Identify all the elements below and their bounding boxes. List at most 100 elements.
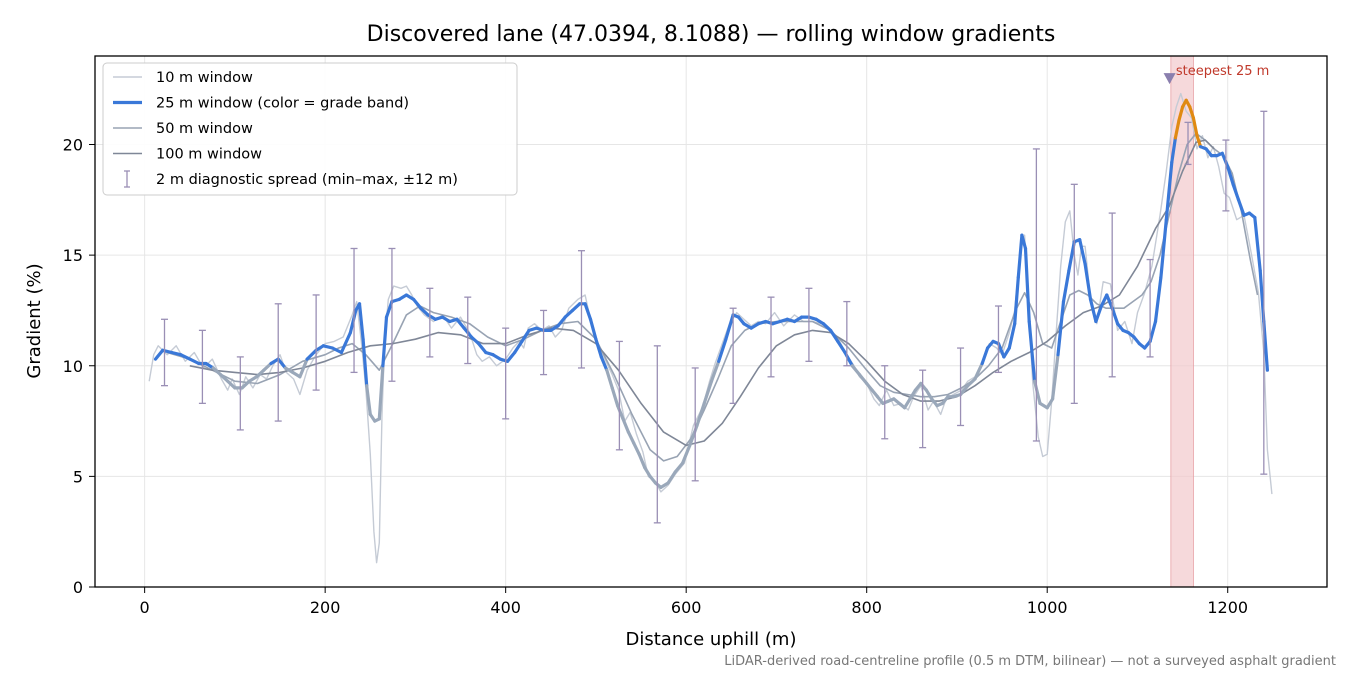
legend-entry-err: 2 m diagnostic spread (min–max, ±12 m) <box>124 170 458 188</box>
errorbar <box>881 365 889 440</box>
errorbar <box>805 287 813 362</box>
series-segment-w25 <box>966 377 977 388</box>
series-segment-w25 <box>1094 304 1104 324</box>
series-segment-w25 <box>556 315 567 328</box>
footnote: LiDAR-derived road-centreline profile (0… <box>724 654 1336 669</box>
errorbar <box>1146 258 1154 358</box>
series-segment-w25 <box>339 331 352 355</box>
series-segment-w25 <box>1050 353 1060 401</box>
series-segment-w25 <box>588 317 598 341</box>
series-segment-w25 <box>1013 275 1020 326</box>
series-segment-w25 <box>680 443 692 465</box>
series-segment-w25 <box>1002 346 1011 359</box>
series-segment-w25 <box>821 322 833 332</box>
series-segment-w25 <box>1088 297 1098 324</box>
series-segment-w25 <box>1078 238 1087 266</box>
series-segment-w25 <box>1148 319 1158 343</box>
series-segment-w25 <box>384 300 394 319</box>
x-tick-label: 400 <box>490 598 521 617</box>
errorbar <box>767 296 775 378</box>
series-segment-w25 <box>599 355 609 372</box>
y-axis-label: Gradient (%) <box>24 263 45 378</box>
series-segment-w25 <box>902 397 912 410</box>
series-segment-w25 <box>643 465 652 478</box>
series-segment-w25 <box>1056 300 1066 357</box>
y-tick-label: 10 <box>63 357 83 376</box>
series-segment-w25 <box>1061 269 1071 304</box>
legend-entry-w50: 50 m window <box>113 121 253 137</box>
series-segment-w25 <box>1027 319 1037 383</box>
series-segment-w25 <box>377 364 385 421</box>
series-segment-w25 <box>1023 246 1031 324</box>
series-segment-w25 <box>505 350 517 363</box>
series-segment-w25 <box>594 337 603 359</box>
errorbar <box>729 307 737 405</box>
series-segment-w25 <box>381 315 389 368</box>
series-segment-w25 <box>153 348 165 361</box>
series-segment-w25 <box>1236 198 1246 217</box>
legend-entry-w25: 25 m window (color = grade band) <box>113 96 409 112</box>
series-segment-w25 <box>1177 105 1185 122</box>
series-segment-w25 <box>666 470 677 485</box>
legend-label: 25 m window (color = grade band) <box>156 96 409 112</box>
series-segment-w25 <box>695 401 706 428</box>
errorbar <box>615 340 623 451</box>
legend: 10 m window 25 m window (color = grade ba… <box>102 62 518 196</box>
series-segment-w25 <box>850 364 862 377</box>
errorbar <box>350 247 358 374</box>
series-segment-w25 <box>1226 165 1235 186</box>
errorbar <box>1222 139 1230 212</box>
series-segment-w25 <box>1153 275 1163 324</box>
steepest-label: steepest 25 m <box>1176 64 1269 79</box>
series-segment-w25 <box>702 379 714 405</box>
series-segment-w25 <box>1195 134 1203 149</box>
x-tick-label: 0 <box>140 598 150 617</box>
series-segment-w25 <box>1083 262 1093 301</box>
error-bars <box>160 110 1268 524</box>
errorbar <box>502 327 510 420</box>
x-tick-label: 800 <box>851 598 882 617</box>
series-segment-w25 <box>1159 218 1168 279</box>
series-segment-w25 <box>996 342 1006 359</box>
legend-box <box>102 62 518 196</box>
series-segment-w25 <box>709 359 721 383</box>
series-segment-w25 <box>980 346 990 366</box>
errorbar <box>1032 148 1040 442</box>
legend-entry-w10: 10 m window <box>113 70 253 86</box>
series-segment-w25 <box>1045 397 1055 410</box>
series-segment-w25 <box>828 328 840 343</box>
series-segment-w25 <box>1032 379 1042 405</box>
series-segment-w25 <box>1007 322 1017 350</box>
series-segment-w25 <box>361 337 369 388</box>
steepest-marker-icon <box>1163 73 1176 85</box>
series-segment-w25 <box>924 388 934 401</box>
series-segment-w25 <box>610 386 620 408</box>
series-segment-w25 <box>1191 116 1199 138</box>
series-segment-w25 <box>1173 118 1181 140</box>
x-tick-label: 200 <box>310 598 341 617</box>
series-segment-w25 <box>626 430 636 445</box>
series-segment-w25 <box>1110 306 1120 326</box>
x-tick-label: 1000 <box>1027 598 1068 617</box>
errorbar <box>843 300 851 367</box>
series-segment-w25 <box>1105 293 1114 310</box>
errorbar <box>919 369 927 449</box>
series-segment-w25 <box>632 441 641 456</box>
series-segment-w25 <box>1253 215 1262 273</box>
x-tick-label: 1200 <box>1207 598 1248 617</box>
series-segment-w25 <box>621 417 631 434</box>
series-segment-w25 <box>357 302 365 341</box>
series-segment-w25 <box>1220 151 1230 169</box>
errorbar <box>994 305 1002 374</box>
errorbar <box>1184 121 1192 166</box>
errorbar <box>1070 183 1078 405</box>
series-segment-w25 <box>1231 182 1241 202</box>
series-segment-w25 <box>1067 240 1076 273</box>
errorbar <box>691 367 699 482</box>
series-segment-w25 <box>836 339 847 355</box>
errorbar <box>577 250 585 369</box>
series-segment-w25 <box>455 317 466 330</box>
series-segment-w25 <box>958 384 970 397</box>
series-segment-w25 <box>1020 233 1028 251</box>
